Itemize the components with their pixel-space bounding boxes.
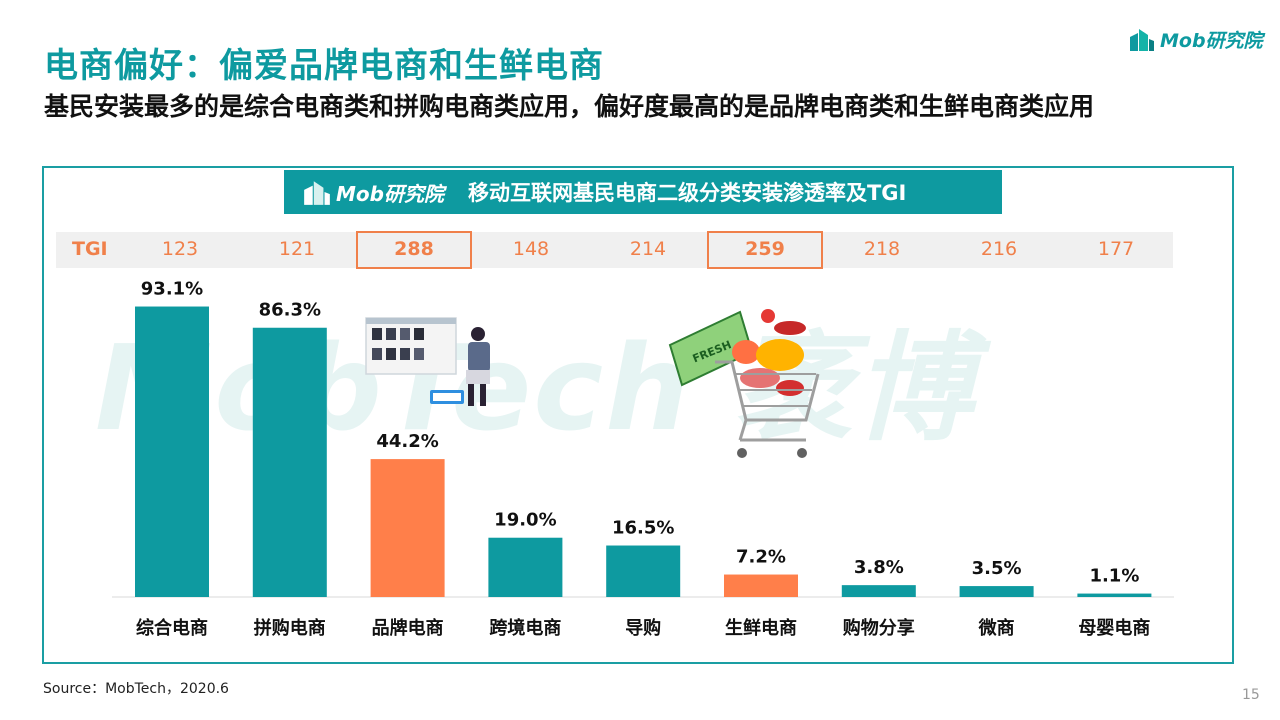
slide-title: 电商偏好：偏爱品牌电商和生鲜电商 [44,46,604,86]
tgi-value: 177 [1097,238,1135,260]
bar-value-label: 7.2% [736,547,786,568]
tgi-value: 259 [745,238,785,260]
logo-text: Mob研究院 [1160,29,1263,52]
slide-subtitle: 基民安装最多的是综合电商类和拼购电商类应用，偏好度最高的是品牌电商类和生鲜电商类… [44,92,1095,121]
building-icon [304,181,330,205]
bar-value-label: 86.3% [259,300,321,321]
bar [606,545,681,597]
category-label: 导购 [625,617,661,639]
category-label: 购物分享 [843,617,915,639]
mob-logo: Mob研究院 [1128,22,1263,56]
page-number: 15 [1242,687,1260,703]
chart-banner: Mob研究院 移动互联网基民电商二级分类安装渗透率及TGI [284,170,1002,214]
category-label: 跨境电商 [489,617,561,639]
category-label: 微商 [978,617,1015,639]
bar [724,574,798,597]
source-note: Source：MobTech，2020.6 [43,681,229,697]
chart-title: 移动互联网基民电商二级分类安装渗透率及TGI [467,181,907,205]
tgi-value: 218 [863,238,901,260]
bar [1077,593,1152,597]
banner-logo: Mob研究院 [302,177,444,207]
tgi-highlight-box [707,231,823,269]
shopping-illustration [365,317,490,406]
tgi-value: 288 [394,238,434,260]
tgi-label: TGI [72,238,108,260]
tgi-value: 123 [161,238,199,260]
category-label: 品牌电商 [372,617,444,639]
bar [135,306,209,597]
bar-value-label: 93.1% [141,279,203,300]
tgi-highlight-box [356,231,472,269]
bar [252,327,327,597]
bar [370,459,445,597]
watermark: MobTech 袤博 [95,319,975,457]
bar-value-label: 3.8% [854,557,904,578]
bar [841,585,916,597]
bar-value-label: 1.1% [1089,566,1139,587]
banner-logo-text: Mob研究院 [336,181,444,206]
bar [488,537,563,597]
tgi-value: 216 [980,238,1018,260]
tgi-band [56,232,1173,268]
fresh-cart-illustration: FRESH [668,309,820,458]
bar [959,586,1034,597]
building-icon [1130,29,1154,51]
category-label: 母婴电商 [1078,617,1150,639]
tgi-value: 121 [278,238,316,260]
bar-value-label: 16.5% [612,518,674,539]
tgi-value: 214 [629,238,667,260]
bar-value-label: 44.2% [376,431,438,452]
category-label: 生鲜电商 [725,617,797,639]
category-label: 综合电商 [136,617,208,639]
tgi-value: 148 [512,238,550,260]
bar-value-label: 19.0% [494,510,556,531]
chart-frame [42,166,1234,664]
bar-value-label: 3.5% [972,558,1022,579]
category-label: 拼购电商 [254,617,326,639]
